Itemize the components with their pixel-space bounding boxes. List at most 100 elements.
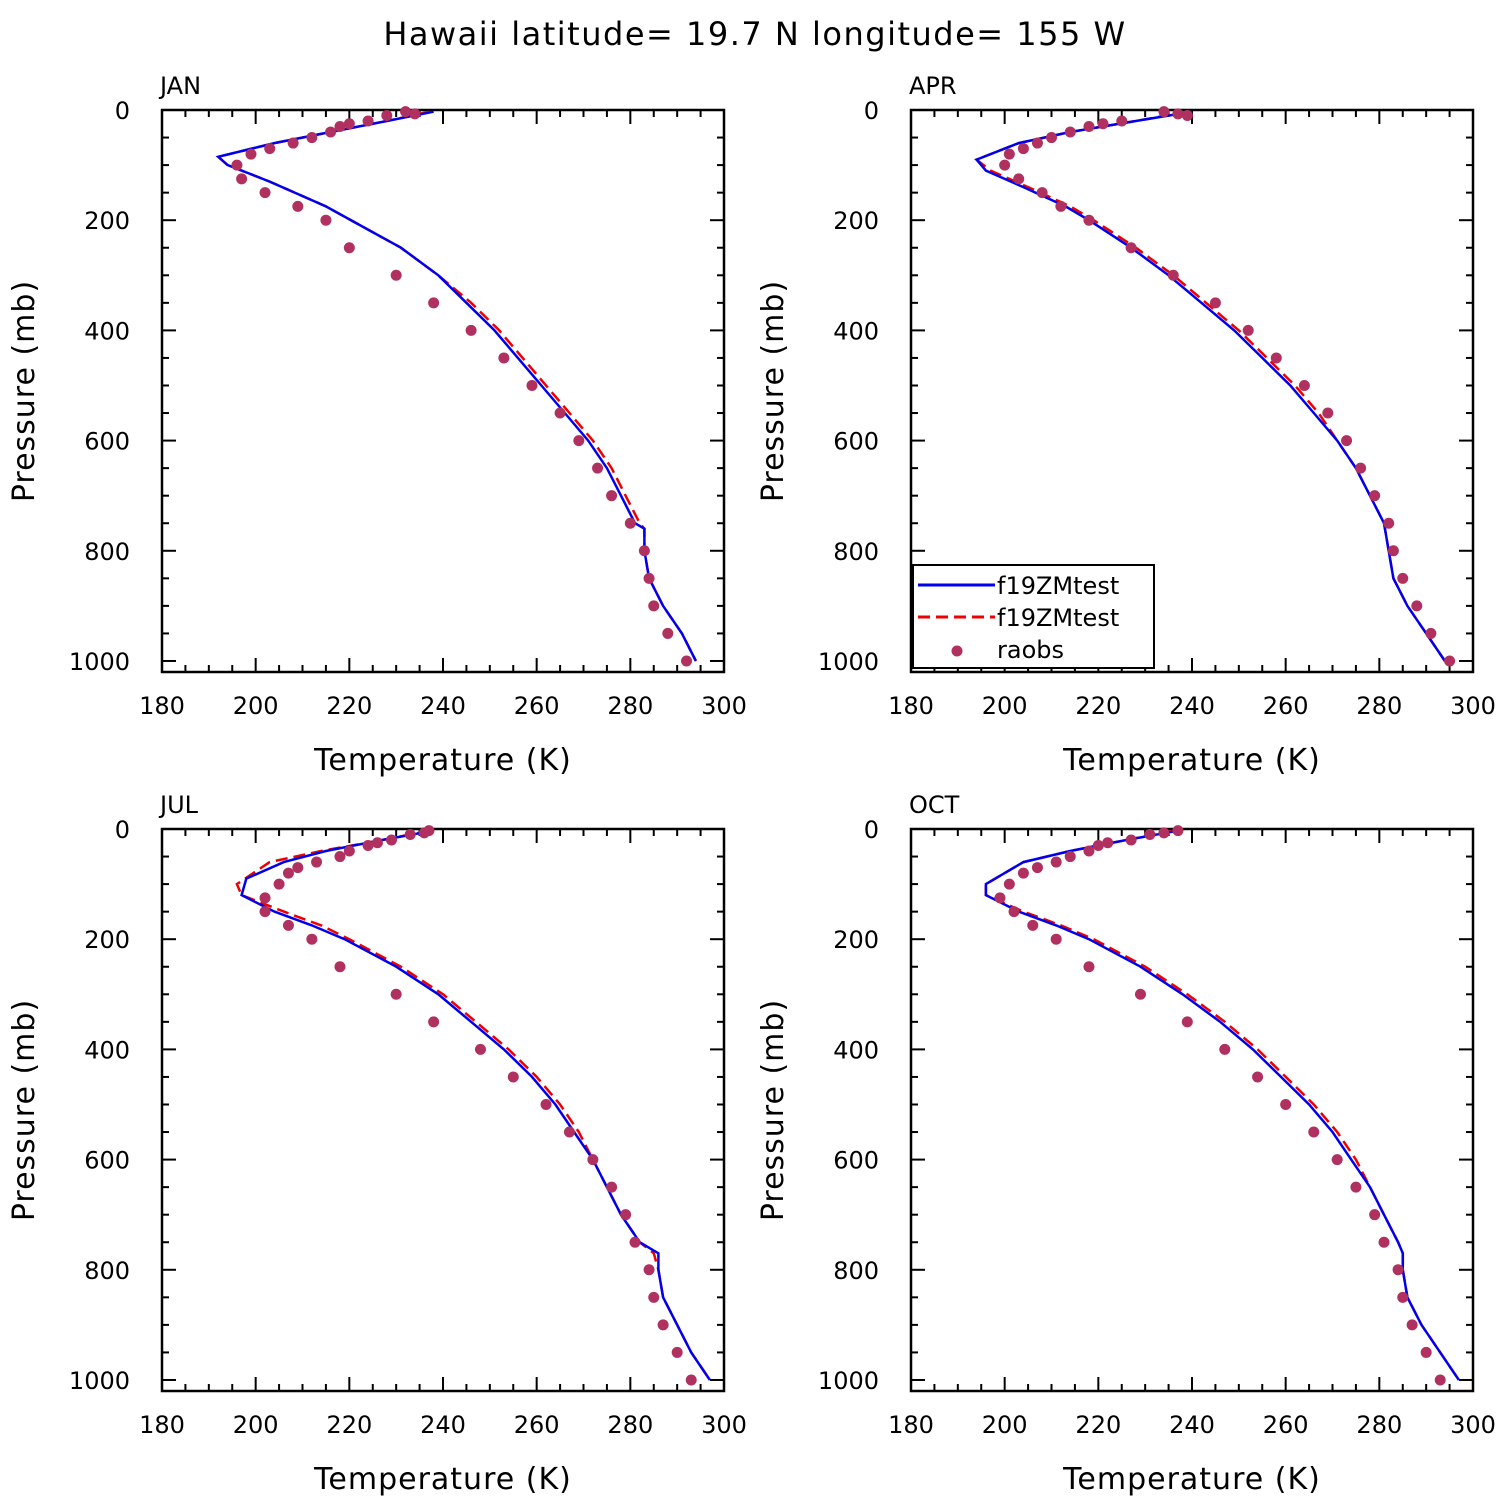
- obs-point: [1046, 132, 1057, 144]
- y-tick-label: 400: [833, 317, 879, 345]
- obs-point: [1280, 1098, 1292, 1110]
- panel-label: JUL: [158, 791, 199, 819]
- obs-point: [629, 1236, 641, 1248]
- y-tick-label: 1000: [818, 1367, 879, 1395]
- obs-point: [1167, 269, 1179, 281]
- x-tick-label: 240: [1169, 1411, 1215, 1439]
- panel-label: APR: [909, 72, 957, 100]
- obs-point: [1411, 600, 1423, 612]
- x-tick-label: 260: [1263, 692, 1309, 720]
- x-tick-label: 300: [701, 1411, 747, 1439]
- obs-point: [236, 173, 248, 185]
- obs-point: [231, 159, 243, 171]
- y-tick-label: 600: [833, 428, 879, 456]
- obs-point: [1134, 988, 1146, 1000]
- obs-point: [563, 1126, 575, 1138]
- obs-point: [592, 462, 604, 474]
- obs-point: [1397, 1291, 1409, 1303]
- x-tick-label: 220: [326, 692, 372, 720]
- obs-point: [1003, 148, 1015, 160]
- obs-point: [245, 148, 257, 160]
- series-line-dashed: [215, 110, 698, 662]
- obs-point: [390, 269, 402, 281]
- obs-point: [404, 829, 416, 841]
- obs-point: [1031, 137, 1043, 149]
- y-tick-label: 400: [833, 1036, 879, 1064]
- y-axis-title: Pressure (mb): [7, 999, 42, 1221]
- series-line-dashed: [984, 829, 1460, 1381]
- obs-point: [1083, 214, 1095, 226]
- y-axis-title: Pressure (mb): [7, 280, 42, 502]
- obs-point: [681, 655, 693, 667]
- obs-point: [1242, 324, 1254, 336]
- y-tick-label: 0: [864, 97, 879, 125]
- x-tick-label: 180: [139, 692, 185, 720]
- y-tick-label: 600: [84, 428, 130, 456]
- obs-point: [1270, 352, 1282, 364]
- obs-point: [343, 242, 355, 254]
- obs-point: [381, 110, 393, 122]
- x-axis-title: Temperature (K): [313, 743, 572, 778]
- obs-point: [1425, 627, 1437, 639]
- x-tick-label: 260: [514, 692, 560, 720]
- series-line-dashed: [235, 829, 711, 1381]
- obs-point: [1322, 407, 1334, 419]
- obs-point: [1158, 106, 1170, 118]
- obs-point: [1036, 187, 1048, 199]
- obs-point: [400, 106, 412, 118]
- obs-point: [1369, 490, 1381, 502]
- obs-point: [1181, 110, 1193, 122]
- obs-point: [1031, 862, 1043, 874]
- obs-point: [1017, 867, 1029, 879]
- y-tick-label: 800: [833, 1257, 879, 1285]
- obs-point: [259, 187, 271, 199]
- obs-point: [1355, 462, 1367, 474]
- panel-jan: 180 200 220 240 260 280 300 0 200 400 600 800 1000 Te…: [7, 72, 747, 778]
- x-tick-label: 280: [1356, 692, 1402, 720]
- obs-point: [498, 352, 510, 364]
- x-tick-label: 220: [326, 1411, 372, 1439]
- obs-point: [1219, 1043, 1231, 1055]
- obs-point: [1125, 242, 1137, 254]
- obs-point: [259, 892, 271, 904]
- x-tick-label: 280: [607, 692, 653, 720]
- obs-point: [638, 545, 650, 557]
- obs-point: [526, 379, 538, 391]
- obs-point: [362, 115, 374, 127]
- obs-point: [1083, 121, 1095, 133]
- obs-point: [259, 906, 271, 918]
- y-tick-label: 1000: [818, 648, 879, 676]
- y-tick-label: 0: [115, 816, 130, 844]
- panel-label: JAN: [158, 72, 201, 100]
- obs-point: [1252, 1071, 1264, 1083]
- obs-point: [1158, 827, 1170, 839]
- x-tick-label: 220: [1075, 692, 1121, 720]
- y-tick-label: 200: [84, 207, 130, 235]
- panel-apr: 180 200 220 240 260 280 300 0 200 400 600 800 1000 Te…: [756, 72, 1496, 778]
- obs-point: [409, 108, 421, 120]
- obs-point: [292, 200, 304, 212]
- obs-point: [320, 214, 332, 226]
- y-tick-label: 1000: [69, 648, 130, 676]
- obs-point: [507, 1071, 519, 1083]
- obs-point: [587, 1154, 599, 1166]
- x-tick-label: 200: [233, 692, 279, 720]
- obs-point: [362, 840, 374, 852]
- obs-point: [657, 1319, 669, 1331]
- obs-point: [1102, 837, 1114, 849]
- obs-point: [334, 961, 346, 973]
- obs-point: [418, 827, 430, 839]
- plot-frame: [909, 827, 1475, 1393]
- obs-point: [465, 324, 477, 336]
- obs-point: [620, 1209, 632, 1221]
- x-tick-label: 260: [1263, 1411, 1309, 1439]
- obs-point: [428, 1016, 440, 1028]
- obs-point: [1013, 173, 1025, 185]
- panels-group: 180 200 220 240 260 280 300 0 200 400 600 800 1000 Te…: [7, 72, 1496, 1497]
- obs-point: [1003, 878, 1015, 890]
- x-tick-label: 240: [1169, 692, 1215, 720]
- obs-point: [1064, 851, 1076, 863]
- obs-point: [1341, 435, 1353, 447]
- obs-point: [1144, 829, 1156, 841]
- obs-point: [264, 143, 276, 155]
